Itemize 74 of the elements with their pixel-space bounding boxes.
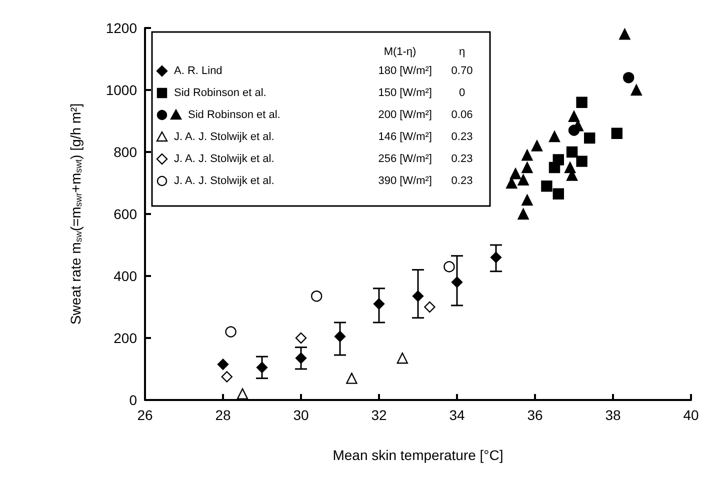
x-tick-label: 28 [215, 407, 231, 423]
point [311, 290, 322, 302]
annotation: η [458, 46, 466, 58]
point [548, 130, 560, 142]
annotation: 146 [W/m²] [378, 131, 432, 143]
x-tick-label: 34 [449, 407, 465, 423]
x-tick-label: 26 [137, 407, 153, 423]
y-tick-label: 200 [114, 330, 138, 346]
point [611, 128, 622, 139]
x-tick-label: 40 [683, 407, 699, 423]
x-tick-label: 36 [527, 407, 543, 423]
point [217, 358, 229, 370]
x-tick-label: 38 [605, 407, 621, 423]
point [373, 298, 385, 310]
point [552, 188, 564, 200]
annotation: 0.23 [451, 131, 473, 143]
legend-label: J. A. J. Stolwijk et al. [174, 153, 274, 165]
legend-label: Sid Robinson et al. [188, 109, 280, 121]
point [576, 156, 588, 167]
point [412, 290, 424, 302]
point [522, 150, 533, 161]
point [256, 362, 268, 374]
point [576, 96, 588, 108]
annotation: M(1-η) [384, 46, 416, 58]
point [295, 332, 307, 344]
point [630, 84, 642, 96]
point [424, 301, 436, 313]
point [623, 72, 634, 84]
annotation: 200 [W/m²] [378, 109, 432, 121]
point [346, 372, 358, 384]
point [566, 146, 578, 158]
y-tick-label: 1000 [106, 82, 138, 98]
x-axis-title: Mean skin temperature [°C] [332, 447, 504, 463]
point [236, 388, 248, 400]
point [518, 208, 529, 220]
point [225, 326, 236, 338]
annotation: 0 [458, 87, 466, 99]
annotation: 390 [W/m²] [378, 175, 432, 187]
point [295, 352, 307, 364]
point [522, 162, 533, 174]
y-axis-title: Sweat rate msw(=mswr+mswt) [g/h m²] [68, 103, 84, 325]
x-tick-label: 32 [371, 407, 387, 423]
annotation: 0.06 [451, 109, 473, 121]
point [510, 168, 522, 180]
point [396, 352, 408, 364]
point [221, 371, 232, 382]
point [548, 162, 560, 174]
annotation: 256 [W/m²] [378, 153, 432, 165]
y-tick-label: 400 [114, 268, 138, 284]
legend-label: Sid Robinson et al. [174, 87, 266, 99]
point [531, 140, 543, 152]
annotation: 0.23 [451, 175, 473, 187]
legend-label: A. R. Lind [174, 65, 222, 77]
point [490, 252, 502, 263]
point [518, 174, 529, 186]
legend-label: J. A. J. Stolwijk et al. [174, 175, 274, 187]
y-tick-label: 800 [114, 144, 138, 160]
x-tick-label: 30 [293, 407, 309, 423]
legend-label: J. A. J. Stolwijk et al. [174, 131, 274, 143]
annotation: 0.23 [451, 153, 473, 165]
y-tick-label: 600 [114, 206, 138, 222]
y-tick-label: 1200 [106, 20, 138, 36]
point [619, 28, 630, 40]
point [444, 261, 455, 272]
annotation: 150 [W/m²] [378, 87, 432, 99]
point [451, 276, 463, 288]
point [334, 330, 346, 342]
y-tick-label: 0 [129, 392, 138, 408]
point [522, 194, 533, 206]
annotation: 0.70 [451, 65, 473, 77]
point [568, 110, 580, 122]
point [541, 180, 552, 192]
point [584, 132, 596, 144]
annotation: 180 [W/m²] [378, 65, 432, 77]
